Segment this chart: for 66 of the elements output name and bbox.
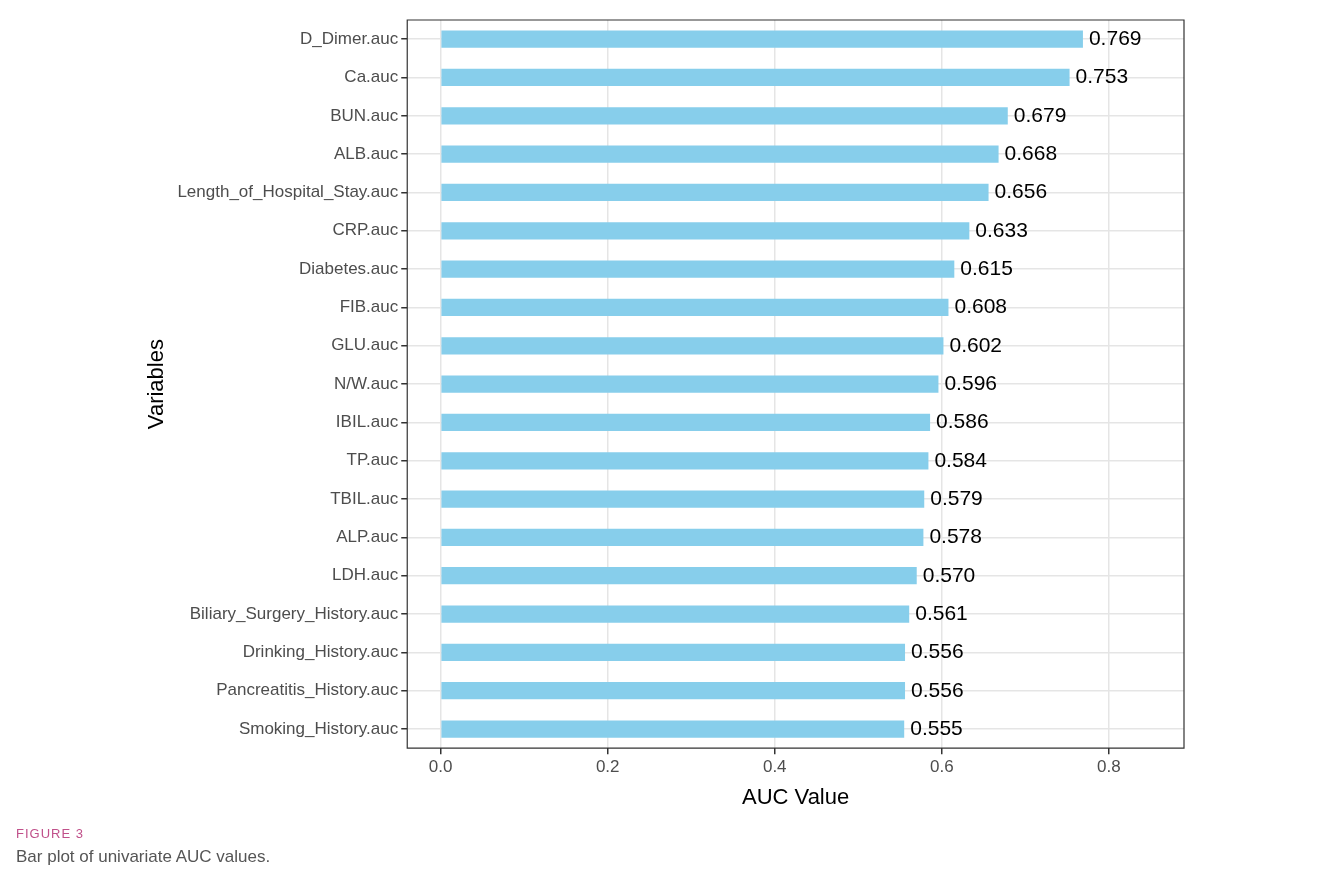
y-tick-label: Diabetes.auc [299,258,399,278]
bar [441,490,925,508]
y-tick-label: FIB.auc [339,297,399,317]
y-tick-label: Biliary_Surgery_History.auc [189,603,399,623]
data-label: 0.656 [994,179,1048,203]
y-tick-label: TBIL.auc [330,488,399,508]
bar [441,452,929,470]
data-label: 0.584 [934,447,988,471]
data-label: 0.753 [1075,64,1129,88]
data-label: 0.586 [936,409,989,433]
data-label: 0.579 [930,485,983,509]
data-label: 0.556 [911,677,964,701]
x-tick-label: 0.4 [762,757,787,777]
bar [441,183,989,202]
y-tick-label: IBIL.auc [335,412,399,432]
bar [441,145,999,163]
y-tick-label: Length_of_Hospital_Stay.auc [177,182,399,202]
data-label: 0.556 [911,639,964,663]
data-label: 0.633 [975,217,1028,241]
x-tick-label: 0.0 [428,757,453,777]
bar [441,528,924,547]
bar [441,643,906,662]
bar [441,298,949,317]
data-label: 0.668 [1004,140,1058,164]
data-label: 0.602 [949,332,1003,356]
bar [441,30,1083,48]
bar [441,337,944,355]
y-tick-label: N/W.auc [333,373,399,393]
y-tick-label: D_Dimer.auc [299,28,399,48]
data-label: 0.555 [910,715,963,739]
text: Bar plot of univariate AUC values. [16,847,271,867]
y-tick-label: LDH.auc [332,565,399,585]
data-label: 0.679 [1013,102,1067,126]
caption: FIGURE 3 [16,826,85,841]
bar [441,413,931,432]
y-tick-label: CRP.auc [332,220,399,240]
x-tick-label: 0.2 [595,757,620,777]
bar [441,605,910,623]
bar [441,567,917,585]
data-label: 0.578 [929,524,982,548]
y-tick-label: Pancreatitis_History.auc [216,680,399,700]
y-tick-label: BUN.auc [330,105,399,125]
y-tick-label: TP.auc [346,450,399,470]
data-label: 0.608 [954,294,1008,318]
bar [441,720,905,738]
x-tick-label: 0.6 [929,757,954,777]
y-tick-label: ALP.auc [336,527,399,547]
bar [441,222,970,240]
bar [441,682,906,700]
data-label: 0.561 [915,600,968,624]
y-tick-label: Drinking_History.auc [242,642,399,662]
y-tick-label: Smoking_History.auc [238,718,399,738]
data-label: 0.769 [1088,25,1142,49]
data-label: 0.596 [944,370,998,394]
data-label: 0.615 [960,255,1013,279]
bar [441,107,1008,125]
x-tick-label: 0.8 [1097,757,1121,777]
x-axis-title: AUC Value [742,783,850,809]
data-label: 0.570 [922,562,976,586]
bar [441,260,955,278]
bar [441,375,939,393]
y-tick-label: Ca.auc [344,67,399,87]
y-tick-label: GLU.auc [331,335,399,355]
y-tick-label: ALB.auc [333,143,399,163]
y-axis-title: Variables [143,339,169,430]
bar [441,68,1070,87]
